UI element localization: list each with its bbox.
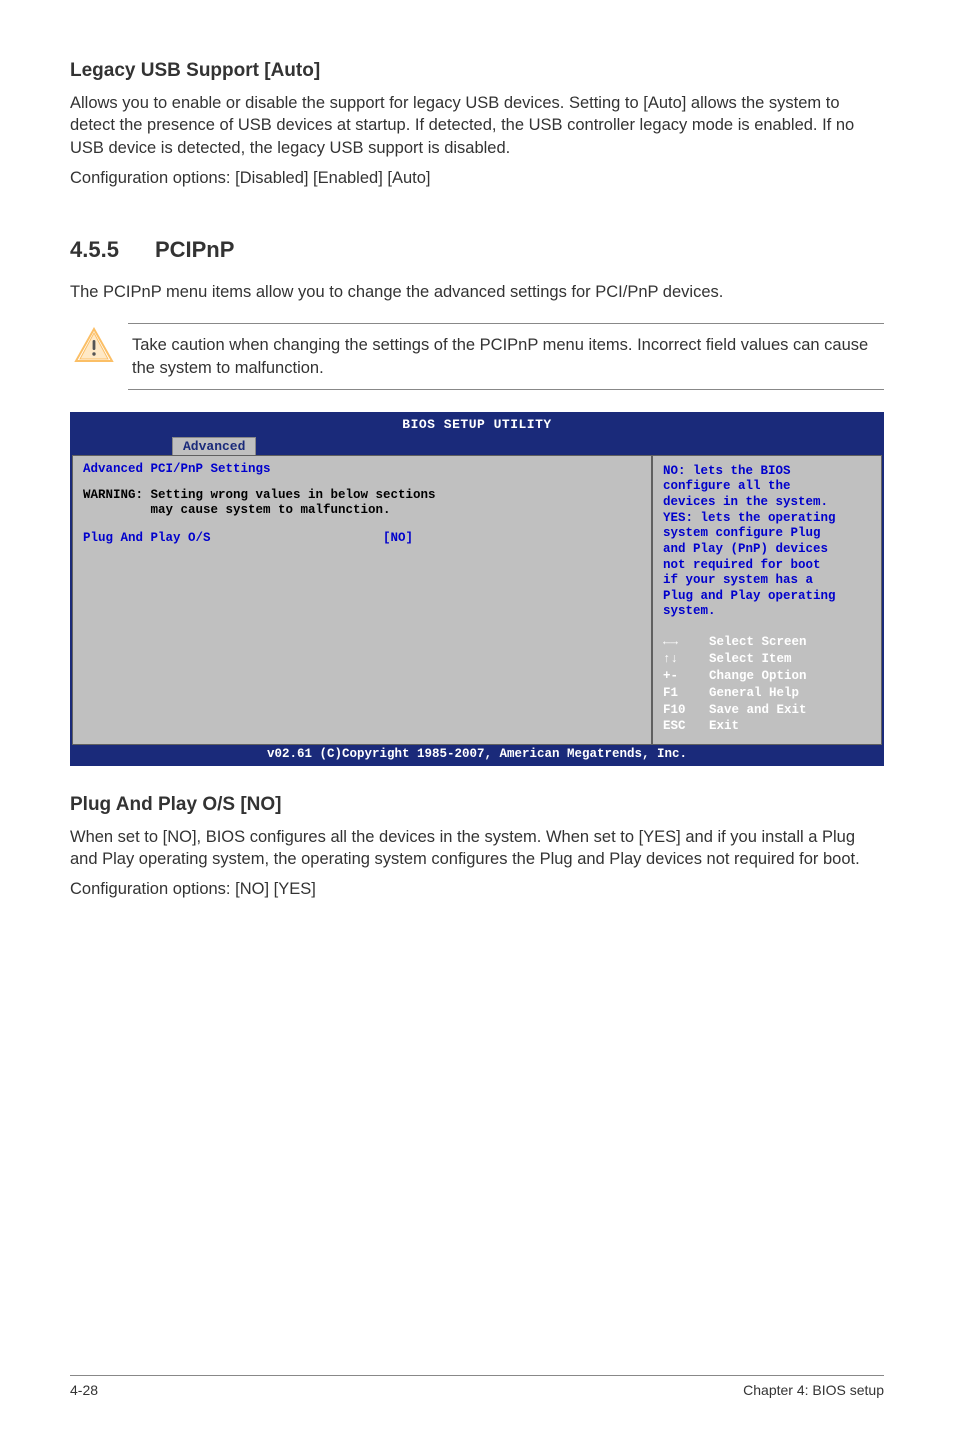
chapter-label: Chapter 4: BIOS setup [743,1382,884,1398]
bios-key: F10 [663,702,709,719]
bios-right-pane: NO: lets the BIOS configure all the devi… [652,455,882,745]
bios-key-row: F10 Save and Exit [663,702,871,719]
bios-key: +- [663,668,709,685]
bios-body: Advanced PCI/PnP Settings WARNING: Setti… [72,455,882,745]
bios-warning: WARNING: Setting wrong values in below s… [83,488,641,519]
bios-row-value: [NO] [383,531,413,545]
caution-icon [74,323,128,368]
bios-help-line: and Play (PnP) devices [663,542,871,558]
bios-help-divider [663,620,871,634]
text-legacy-usb-options: Configuration options: [Disabled] [Enabl… [70,167,884,189]
bios-key-label: Select Item [709,651,792,668]
bios-help-text: NO: lets the BIOS configure all the devi… [663,464,871,620]
bios-setting-row[interactable]: Plug And Play O/S [NO] [83,531,641,545]
bios-key: ESC [663,718,709,735]
bios-key-row: ESC Exit [663,718,871,735]
section-number: 4.5.5 [70,237,119,263]
bios-tabbar: Advanced [72,435,882,455]
bios-key-row: +- Change Option [663,668,871,685]
bios-key: ←→ [663,634,709,651]
bios-warning-l2: may cause system to malfunction. [83,503,391,517]
section-plug-and-play: Plug And Play O/S [NO] When set to [NO],… [70,794,884,901]
bios-key-label: Exit [709,718,739,735]
heading-legacy-usb: Legacy USB Support [Auto] [70,60,884,82]
bios-help-line: devices in the system. [663,495,871,511]
bios-key-row: ←→ Select Screen [663,634,871,651]
bios-help-line: if your system has a [663,573,871,589]
heading-pcipnp: 4.5.5 PCIPnP [70,237,884,263]
bios-key-label: Change Option [709,668,807,685]
caution-text-wrap: Take caution when changing the settings … [128,323,884,390]
page-footer: 4-28 Chapter 4: BIOS setup [70,1375,884,1398]
bios-help-line: NO: lets the BIOS [663,464,871,480]
caution-text: Take caution when changing the settings … [132,334,884,379]
bios-help-line: YES: lets the operating [663,511,871,527]
bios-footer: v02.61 (C)Copyright 1985-2007, American … [72,745,882,764]
bios-key-label: General Help [709,685,799,702]
section-legacy-usb: Legacy USB Support [Auto] Allows you to … [70,60,884,189]
text-plug-and-play-options: Configuration options: [NO] [YES] [70,878,884,900]
bios-row-label: Plug And Play O/S [83,531,383,545]
bios-key-label: Save and Exit [709,702,807,719]
bios-left-pane: Advanced PCI/PnP Settings WARNING: Setti… [72,455,652,745]
text-legacy-usb-desc: Allows you to enable or disable the supp… [70,92,884,159]
section-title: PCIPnP [155,237,234,263]
bios-key-row: ↑↓ Select Item [663,651,871,668]
bios-key-row: F1 General Help [663,685,871,702]
page-number: 4-28 [70,1382,98,1398]
bios-left-title: Advanced PCI/PnP Settings [83,462,641,476]
text-plug-and-play-desc: When set to [NO], BIOS configures all th… [70,826,884,871]
bios-key: F1 [663,685,709,702]
bios-help-line: system. [663,604,871,620]
bios-help-line: Plug and Play operating [663,589,871,605]
bios-help-line: configure all the [663,479,871,495]
bios-tab-advanced[interactable]: Advanced [172,437,256,455]
bios-titlebar: BIOS SETUP UTILITY [72,414,882,435]
text-pcipnp-intro: The PCIPnP menu items allow you to chang… [70,281,884,303]
bios-warning-l1: WARNING: Setting wrong values in below s… [83,488,436,502]
bios-keys: ←→ Select Screen ↑↓ Select Item +- Chang… [663,634,871,735]
caution-box: Take caution when changing the settings … [70,323,884,390]
bios-key-label: Select Screen [709,634,807,651]
bios-help-line: not required for boot [663,558,871,574]
heading-plug-and-play: Plug And Play O/S [NO] [70,794,884,816]
bios-help-line: system configure Plug [663,526,871,542]
bios-panel: BIOS SETUP UTILITY Advanced Advanced PCI… [70,412,884,766]
bios-key: ↑↓ [663,651,709,668]
